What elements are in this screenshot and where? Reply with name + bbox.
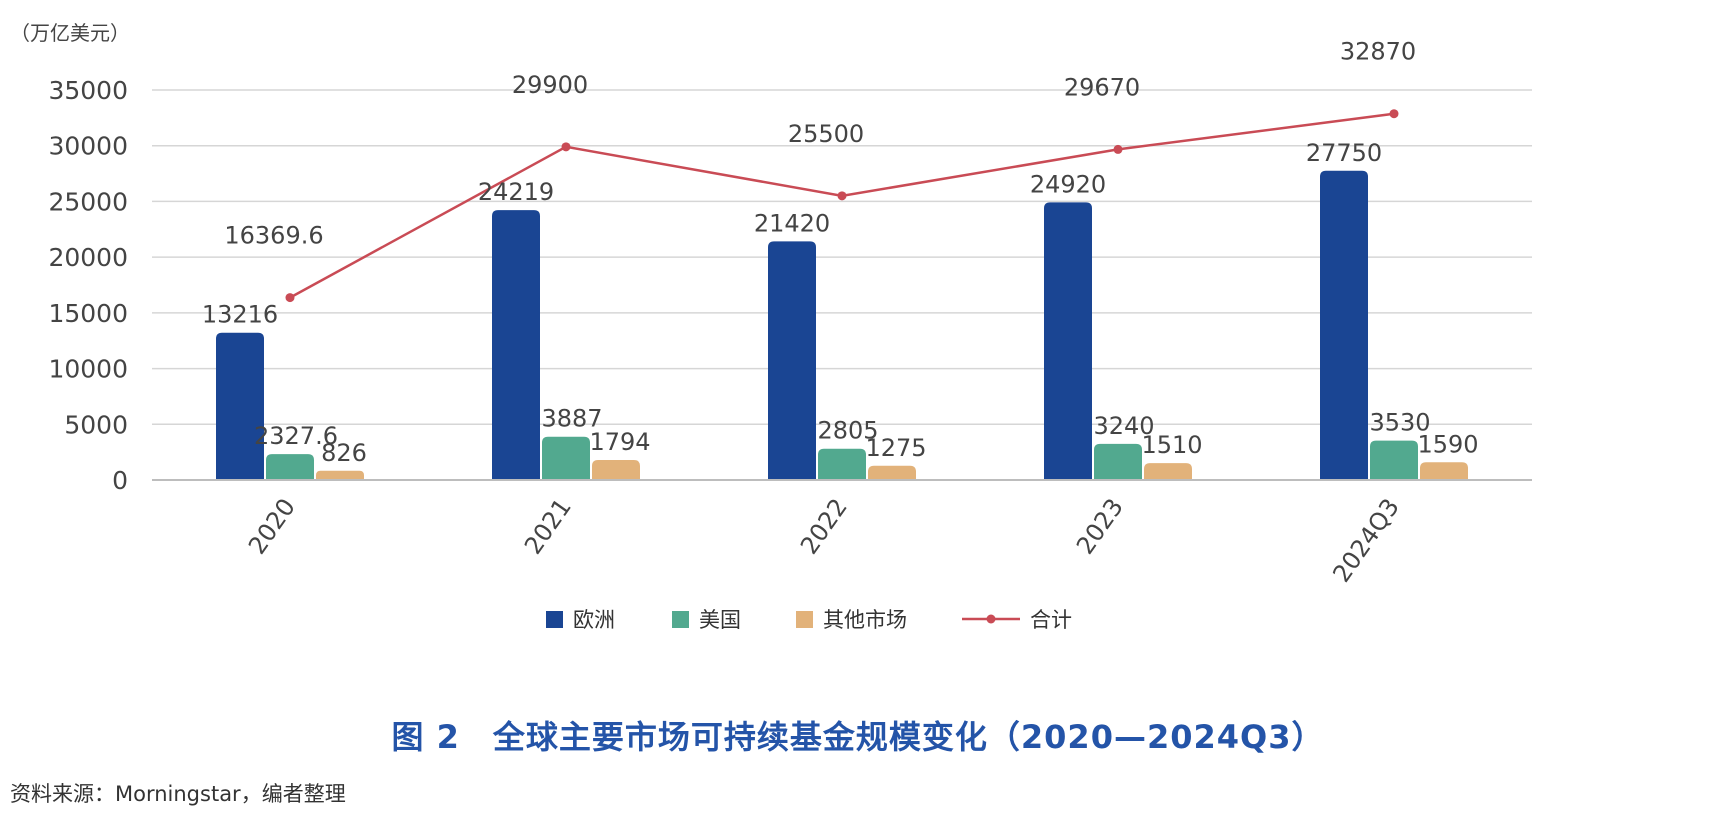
bar-europe (492, 210, 540, 480)
y-tick-label: 25000 (48, 187, 128, 216)
source-note: 资料来源：Morningstar，编者整理 (10, 782, 346, 806)
total-value-label: 29900 (512, 71, 588, 99)
bar-europe (1044, 202, 1092, 480)
bar-value-label: 2805 (817, 417, 878, 445)
y-tick-label: 10000 (48, 355, 128, 384)
bar-other (1144, 463, 1192, 480)
bar-europe (216, 332, 264, 480)
total-point (561, 142, 571, 152)
total-line (285, 109, 1399, 303)
legend-other-label: 其他市场 (823, 608, 907, 632)
y-tick-label: 35000 (48, 76, 128, 105)
x-tick-label: 2023 (1071, 493, 1129, 559)
bar-value-label: 24219 (478, 178, 554, 206)
total-point (285, 293, 295, 303)
bar-other (868, 465, 916, 480)
legend-other-swatch (796, 611, 813, 628)
bar-usa (266, 454, 314, 480)
y-tick-label: 0 (112, 466, 128, 495)
bar-value-label: 3887 (541, 405, 602, 433)
bar-value-label: 2327.6 (254, 422, 338, 450)
total-point (837, 191, 847, 201)
total-value-label: 29670 (1064, 73, 1140, 101)
data-labels: 13216 24219 21420 24920 27750 2327.6 3887 2805 3… (202, 38, 1479, 467)
y-unit-label: （万亿美元） (10, 21, 130, 45)
legend-usa-label: 美国 (699, 608, 741, 632)
x-tick-label: 2021 (519, 493, 577, 559)
bar-value-label: 1510 (1141, 431, 1202, 459)
y-tick-label: 15000 (48, 299, 128, 328)
bar-value-label: 24920 (1030, 170, 1106, 198)
bar-europe (1320, 170, 1368, 481)
bar-value-label: 13216 (202, 301, 278, 329)
legend-usa-swatch (672, 611, 689, 628)
figure-caption: 图 2 全球主要市场可持续基金规模变化（2020—2024Q3） (391, 718, 1325, 756)
bar-usa (1094, 443, 1142, 480)
legend-total-marker (986, 614, 996, 624)
y-tick-label: 20000 (48, 243, 128, 272)
legend-europe-label: 欧洲 (573, 608, 615, 632)
chart-canvas: 13216 24219 21420 24920 27750 2327.6 3887 2805 3… (10, 21, 1532, 632)
bar-value-label: 3240 (1093, 412, 1154, 440)
bar-usa (1370, 440, 1418, 480)
bar-value-label: 1275 (865, 434, 926, 462)
bar-value-label: 3530 (1369, 409, 1430, 437)
total-point (1389, 109, 1399, 119)
bar-usa (818, 448, 866, 480)
bar-other (1420, 462, 1468, 480)
total-value-label: 16369.6 (224, 222, 323, 250)
bar-value-label: 21420 (754, 209, 830, 237)
y-tick-label: 30000 (48, 132, 128, 161)
bar-value-label: 27750 (1306, 139, 1382, 167)
x-tick-label: 2020 (243, 493, 301, 559)
bar-usa (542, 436, 590, 480)
bar-europe (768, 241, 816, 480)
legend: 欧洲 美国 其他市场 合计 (546, 608, 1072, 632)
bars (216, 170, 1468, 481)
legend-europe-swatch (546, 611, 563, 628)
x-tick-label: 2022 (795, 493, 853, 559)
bar-value-label: 1794 (589, 428, 650, 456)
bar-value-label: 826 (321, 439, 367, 467)
total-point (1113, 144, 1123, 154)
bar-other (592, 460, 640, 480)
total-value-label: 32870 (1340, 38, 1416, 66)
gridlines (152, 89, 1532, 426)
total-value-label: 25500 (788, 120, 864, 148)
bar-other (316, 470, 364, 480)
legend-total-label: 合计 (1030, 608, 1072, 632)
bar-value-label: 1590 (1417, 430, 1478, 458)
x-tick-label: 2024Q3 (1327, 493, 1405, 587)
y-tick-label: 5000 (64, 410, 128, 439)
